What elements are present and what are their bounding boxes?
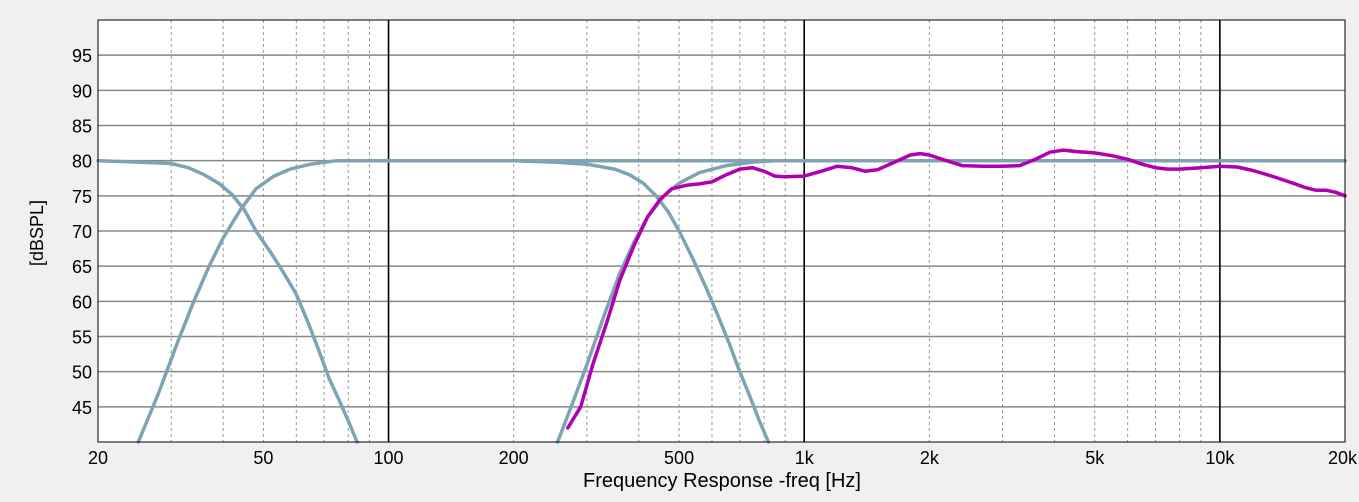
y-tick-label: 95 <box>72 46 92 66</box>
y-tick-label: 45 <box>72 398 92 418</box>
horizontal-grid <box>98 54 1345 408</box>
x-tick-label: 20k <box>1328 448 1358 468</box>
series-line-3 <box>555 158 1347 444</box>
x-tick-label: 200 <box>499 448 529 468</box>
x-tick-labels: 20 50 100 200 500 1k 2k 5k 10k 20k <box>88 448 1358 468</box>
x-tick-label: 20 <box>88 448 108 468</box>
y-tick-label: 65 <box>72 257 92 277</box>
plot-border <box>97 19 1346 443</box>
major-grid <box>387 20 1221 442</box>
x-tick-label: 5k <box>1085 448 1105 468</box>
x-tick-label: 2k <box>920 448 940 468</box>
y-tick-label: 60 <box>72 292 92 312</box>
y-axis-label: [dBSPL] <box>27 200 47 266</box>
x-tick-label: 100 <box>374 448 404 468</box>
series-line-2 <box>96 158 359 444</box>
y-tick-label: 55 <box>72 328 92 348</box>
y-tick-label: 80 <box>72 152 92 172</box>
y-tick-label: 85 <box>72 117 92 137</box>
x-tick-label: 500 <box>664 448 694 468</box>
y-tick-label: 75 <box>72 187 92 207</box>
y-tick-label: 50 <box>72 363 92 383</box>
series-line-5 <box>566 148 1347 430</box>
y-tick-labels: 45 50 55 60 65 70 75 80 85 90 95 <box>72 46 92 418</box>
y-tick-label: 70 <box>72 222 92 242</box>
x-tick-label: 10k <box>1205 448 1235 468</box>
y-tick-label: 90 <box>72 81 92 101</box>
series-layer <box>96 148 1347 444</box>
series-line-4 <box>511 158 771 444</box>
x-tick-label: 50 <box>253 448 273 468</box>
x-tick-label: 1k <box>795 448 815 468</box>
x-axis-label: Frequency Response -freq [Hz] <box>583 470 861 492</box>
